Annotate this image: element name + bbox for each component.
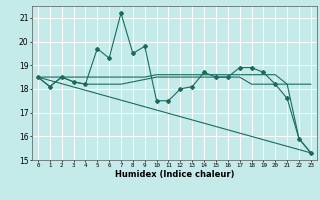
X-axis label: Humidex (Indice chaleur): Humidex (Indice chaleur) <box>115 170 234 179</box>
